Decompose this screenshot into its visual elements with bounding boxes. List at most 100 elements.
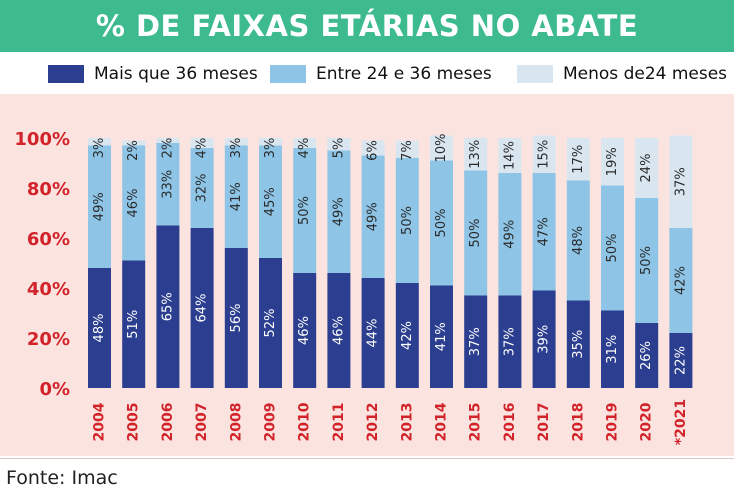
data-label: 15% — [537, 140, 552, 169]
x-tick-label: 2019 — [605, 403, 621, 442]
bar-segment — [566, 138, 590, 181]
bar-segment — [293, 138, 317, 148]
bar-segment — [122, 140, 146, 146]
data-label: 42% — [400, 321, 415, 350]
data-label: 32% — [195, 174, 210, 203]
data-label: 52% — [263, 309, 278, 338]
bar-segment — [669, 228, 693, 333]
data-label: 50% — [639, 246, 654, 275]
x-tick-label: 2009 — [263, 403, 279, 442]
legend-item-young: Menos de24 meses — [517, 64, 727, 84]
data-label: 2% — [126, 140, 141, 161]
legend-item-mid: Entre 24 e 36 meses — [270, 64, 492, 84]
bar-segment — [601, 310, 624, 388]
data-label: 49% — [502, 220, 517, 249]
legend-swatch-mid — [270, 65, 306, 83]
bar-segment — [669, 135, 693, 228]
bar-segment — [122, 260, 146, 388]
data-label: 39% — [537, 325, 552, 354]
data-label: 46% — [126, 189, 141, 218]
data-label: 50% — [605, 234, 620, 263]
data-label: 7% — [400, 140, 415, 161]
data-label: 50% — [297, 196, 312, 225]
x-tick-label: 2017 — [536, 403, 552, 442]
data-label: 41% — [434, 322, 449, 351]
data-label: 10% — [434, 134, 449, 163]
bar-segment — [635, 138, 659, 198]
y-tick-label: 40% — [27, 279, 70, 300]
title-bar: % DE FAIXAS ETÁRIAS NO ABATE — [0, 0, 734, 52]
bar-segment — [122, 145, 146, 261]
x-tick-label: 2016 — [502, 403, 518, 442]
bar-segment — [635, 323, 659, 388]
bar-segment — [395, 158, 419, 283]
bar-segment — [498, 138, 522, 173]
bar-segment — [293, 273, 317, 388]
bar-segment — [361, 278, 385, 388]
bar-segment — [498, 173, 522, 296]
data-label: 45% — [263, 187, 278, 216]
y-tick-label: 60% — [27, 229, 70, 250]
bar-segment — [224, 138, 248, 146]
x-tick-label: 2005 — [126, 403, 142, 442]
bar-segment — [327, 138, 351, 151]
legend-item-old: Mais que 36 meses — [48, 64, 258, 84]
bar-segment — [88, 145, 111, 268]
bar-segment — [224, 145, 248, 248]
bar-segment — [88, 138, 111, 146]
data-label: 46% — [331, 316, 346, 345]
bar-segment — [156, 138, 180, 143]
legend-label-old: Mais que 36 meses — [94, 64, 258, 84]
data-label: 42% — [673, 266, 688, 295]
data-label: 56% — [229, 304, 244, 333]
legend: Mais que 36 meses Entre 24 e 36 meses Me… — [0, 56, 734, 92]
bar-segment — [190, 228, 214, 388]
data-label: 31% — [605, 335, 620, 364]
data-label: 33% — [160, 170, 175, 199]
data-label: 37% — [502, 327, 517, 356]
bar-segment — [430, 285, 453, 388]
data-label: 49% — [331, 197, 346, 226]
bar-segment — [430, 160, 453, 286]
chart-title: % DE FAIXAS ETÁRIAS NO ABATE — [95, 9, 639, 43]
data-label: 46% — [297, 316, 312, 345]
data-label: 64% — [195, 294, 210, 323]
bar-segment — [259, 138, 282, 146]
bar-segment — [259, 145, 282, 258]
data-label: 3% — [92, 138, 107, 159]
data-label: 4% — [195, 138, 210, 159]
data-label: 3% — [263, 138, 278, 159]
data-label: 50% — [400, 206, 415, 235]
bar-segment — [327, 150, 351, 273]
bar-segment — [361, 155, 385, 278]
bar-segment — [464, 170, 488, 296]
bar-segment — [156, 225, 180, 388]
x-tick-label: 2011 — [331, 403, 347, 442]
bar-segment — [395, 283, 419, 388]
data-label: 49% — [92, 192, 107, 221]
bar-segment — [464, 138, 488, 171]
bar-segment — [601, 138, 624, 186]
bar-segment — [190, 148, 214, 228]
data-label: 47% — [537, 217, 552, 246]
data-label: 17% — [571, 145, 586, 174]
data-label: 4% — [297, 138, 312, 159]
legend-label-young: Menos de24 meses — [563, 64, 728, 84]
data-label: 49% — [366, 202, 381, 231]
data-label: 26% — [639, 341, 654, 370]
bar-segment — [635, 198, 659, 323]
data-label: 19% — [605, 147, 620, 176]
y-tick-label: 20% — [27, 329, 70, 350]
legend-swatch-old — [48, 65, 84, 83]
bar-segment — [566, 180, 590, 301]
x-tick-label: 2014 — [434, 402, 450, 441]
legend-label-mid: Entre 24 e 36 meses — [316, 64, 492, 84]
bar-segment — [532, 173, 556, 291]
bar-segment — [566, 300, 590, 388]
source-text: Fonte: Imac — [6, 467, 118, 489]
bar-segment — [669, 333, 693, 388]
bar-segment — [532, 135, 556, 173]
x-tick-label: 2010 — [297, 402, 313, 441]
bar-segment — [430, 135, 453, 161]
source-divider — [0, 458, 734, 459]
